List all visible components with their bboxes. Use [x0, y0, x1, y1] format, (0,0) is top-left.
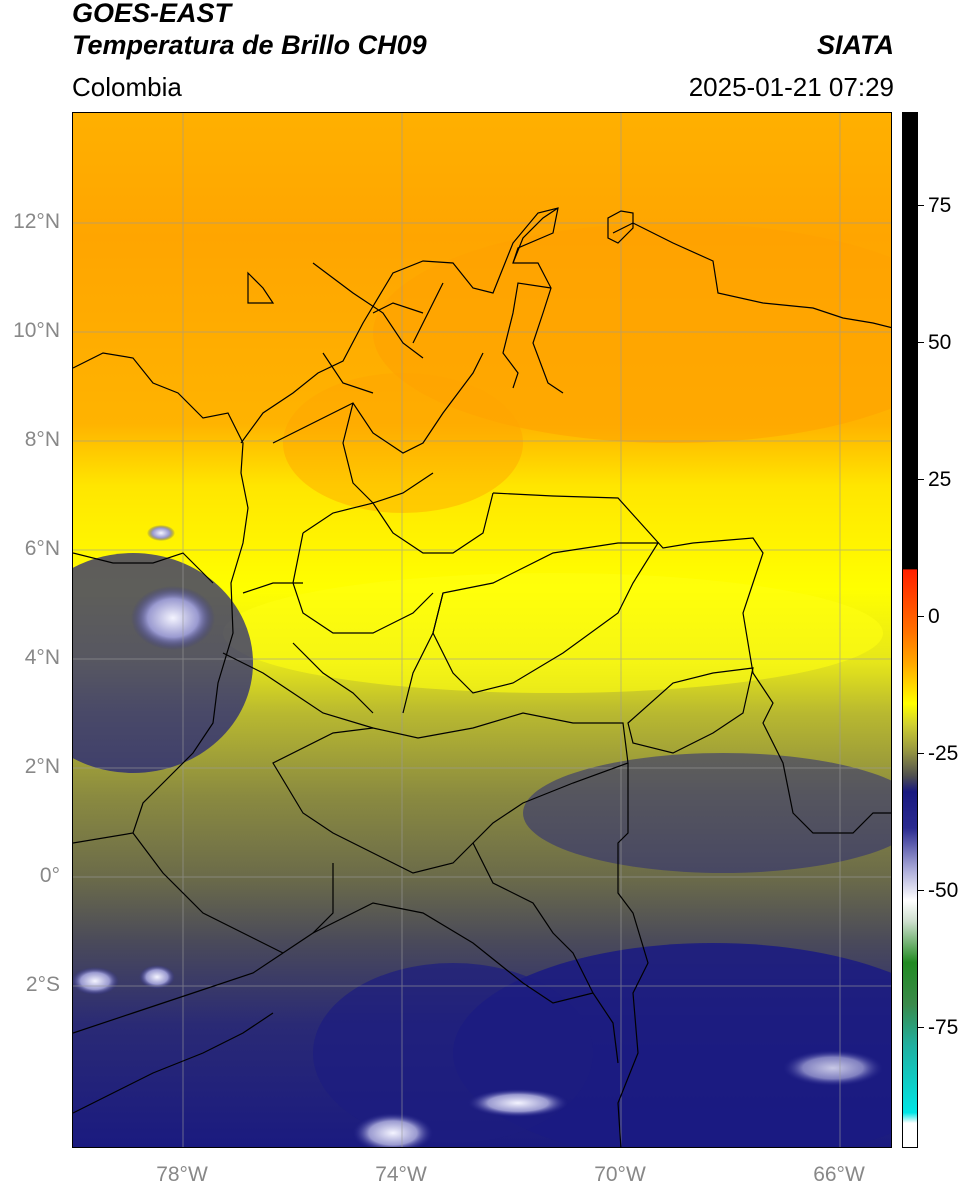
graticule	[73, 113, 891, 1147]
cloud-top	[783, 1050, 883, 1086]
lat-label-2n: 2°N	[24, 755, 60, 778]
product-subtitle: Temperatura de Brillo CH09	[72, 30, 427, 60]
lat-label-12n: 12°N	[13, 210, 60, 233]
colorbar-tick	[918, 616, 924, 617]
cloud-top	[73, 967, 119, 995]
cloud-top	[139, 965, 175, 989]
colorbar-tick	[918, 479, 924, 480]
yellow-band	[223, 573, 883, 693]
lat-label-2s: 2°S	[25, 973, 60, 996]
colorbar-label-neg75: -75	[928, 1016, 959, 1039]
agency-label: SIATA	[817, 30, 894, 60]
lon-label-74w: 74°W	[375, 1163, 427, 1186]
colorbar-tick	[918, 753, 924, 754]
colorbar-label-50: 50	[928, 331, 952, 354]
lat-label-0: 0°	[39, 864, 60, 887]
colorbar-label-0: 0	[928, 605, 940, 628]
cloud-top	[353, 1113, 433, 1147]
colorbar-tick	[918, 205, 924, 206]
cloud-top	[131, 586, 215, 650]
lon-label-66w: 66°W	[813, 1163, 865, 1186]
colorbar-tick	[918, 342, 924, 343]
colorbar-tick	[918, 1027, 924, 1028]
cloud-top	[147, 525, 175, 541]
colorbar-scale	[903, 113, 917, 1147]
cold-region	[313, 963, 593, 1143]
colorbar-label-25: 25	[928, 468, 952, 491]
lon-label-78w: 78°W	[156, 1163, 208, 1186]
lat-label-10n: 10°N	[13, 319, 60, 342]
borders	[73, 207, 891, 1147]
region-label: Colombia	[72, 72, 182, 102]
colorbar-label-neg50: -50	[928, 879, 959, 902]
colorbar	[902, 112, 918, 1148]
lon-label-70w: 70°W	[594, 1163, 646, 1186]
colorbar-label-neg25: -25	[928, 742, 959, 765]
colorbar-tick	[918, 890, 924, 891]
product-title: GOES-EAST	[72, 0, 232, 28]
cold-region	[523, 753, 891, 873]
warm-zone	[283, 373, 523, 513]
cloud-top	[468, 1089, 568, 1117]
satellite-map[interactable]	[72, 112, 892, 1148]
lat-label-6n: 6°N	[24, 537, 60, 560]
lat-label-4n: 4°N	[24, 646, 60, 669]
colorbar-label-75: 75	[928, 194, 952, 217]
map-canvas	[73, 113, 891, 1147]
warm-zone	[373, 223, 891, 443]
lat-label-8n: 8°N	[24, 428, 60, 451]
datetime-label: 2025-01-21 07:29	[688, 72, 894, 102]
